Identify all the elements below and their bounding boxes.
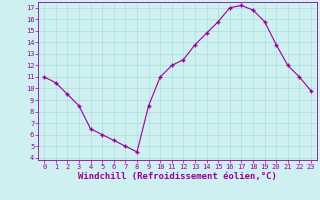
X-axis label: Windchill (Refroidissement éolien,°C): Windchill (Refroidissement éolien,°C) <box>78 172 277 181</box>
